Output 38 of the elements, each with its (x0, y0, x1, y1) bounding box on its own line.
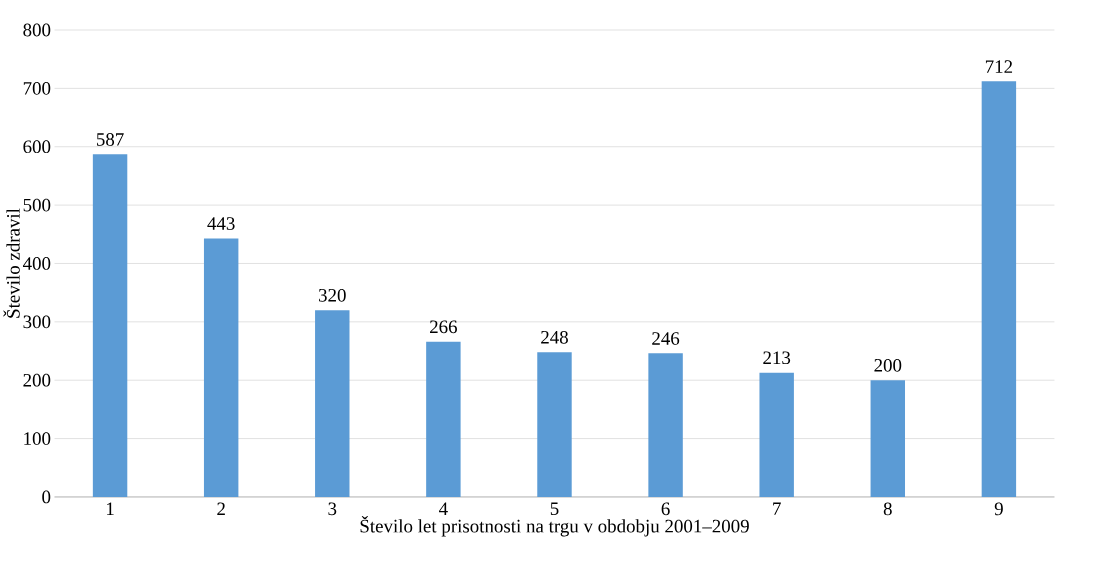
bar (870, 380, 906, 497)
bar (203, 238, 239, 497)
bar (759, 372, 794, 497)
y-tick-label: 100 (24, 432, 51, 445)
y-tick-label: 0 (42, 490, 51, 504)
data-label: 213 (763, 351, 791, 365)
x-tick-label: 7 (773, 502, 781, 515)
x-tick-label: 5 (550, 502, 559, 516)
data-label: 246 (652, 332, 680, 345)
data-label: 248 (541, 330, 568, 344)
y-tick-label: 400 (22, 257, 51, 270)
x-tick-label: 8 (883, 502, 892, 516)
bar (648, 353, 683, 497)
y-tick-label: 500 (23, 198, 51, 212)
y-tick-label: 200 (23, 373, 51, 387)
y-tick-label: 600 (23, 140, 51, 154)
y-tick-label: 300 (23, 315, 51, 329)
data-label: 587 (96, 133, 124, 146)
x-tick-label: 4 (439, 502, 448, 515)
x-tick-label: 6 (661, 502, 670, 516)
data-label: 200 (874, 358, 902, 372)
bar (426, 341, 461, 497)
bar (981, 81, 1017, 497)
data-label: 320 (318, 288, 346, 302)
x-tick-label: 3 (328, 502, 337, 516)
y-tick-label: 800 (23, 23, 51, 37)
data-label: 266 (430, 320, 457, 334)
y-tick-label: 700 (23, 82, 51, 95)
x-axis-title: Število let prisotnosti na trgu v obdobju 2001–2009 (360, 516, 749, 537)
x-tick-label: 2 (217, 502, 225, 516)
y-axis-title: Število zdravil (3, 208, 20, 318)
bar (92, 154, 128, 497)
data-label: 712 (985, 60, 1013, 73)
data-label: 443 (207, 217, 235, 230)
x-tick-label: 9 (994, 502, 1003, 516)
bar (537, 352, 572, 497)
bar (315, 310, 350, 497)
x-tick-label: 1 (107, 502, 114, 515)
